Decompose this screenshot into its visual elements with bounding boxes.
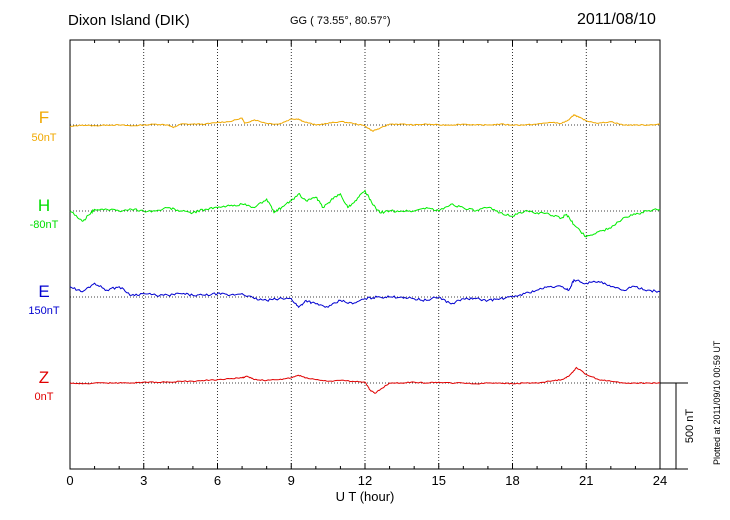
tick-label-x-3: 3 xyxy=(140,473,147,488)
scale-bar-label: 500 nT xyxy=(684,409,696,444)
tick-label-x-15: 15 xyxy=(432,473,446,488)
tick-label-x-0: 0 xyxy=(66,473,73,488)
offset-label-f: 50nT xyxy=(31,132,57,144)
offset-label-z: 0nT xyxy=(34,391,54,403)
series-line-z xyxy=(69,366,661,394)
series-line-e xyxy=(69,278,661,309)
component-label-z: Z xyxy=(38,368,50,387)
tick-label-x-24: 24 xyxy=(653,473,667,488)
x-axis-label: U T (hour) xyxy=(336,489,395,504)
component-label-h: H xyxy=(37,196,51,215)
tick-label-x-21: 21 xyxy=(579,473,593,488)
tick-label-x-9: 9 xyxy=(288,473,295,488)
station-coordinates: GG ( 73.55°, 80.57°) xyxy=(290,15,391,27)
offset-label-e: 150nT xyxy=(28,305,60,317)
plot-date: 2011/08/10 xyxy=(577,11,656,28)
offset-label-h: -80nT xyxy=(29,219,59,231)
component-label-f: F xyxy=(38,108,50,127)
series-line-f xyxy=(69,113,661,132)
series-line-h xyxy=(69,189,661,238)
station-title: Dixon Island (DIK) xyxy=(68,12,190,29)
component-label-e: E xyxy=(38,282,50,301)
tick-label-x-6: 6 xyxy=(214,473,221,488)
tick-label-x-18: 18 xyxy=(505,473,519,488)
plot-frame xyxy=(69,39,661,470)
tick-label-x-12: 12 xyxy=(358,473,372,488)
